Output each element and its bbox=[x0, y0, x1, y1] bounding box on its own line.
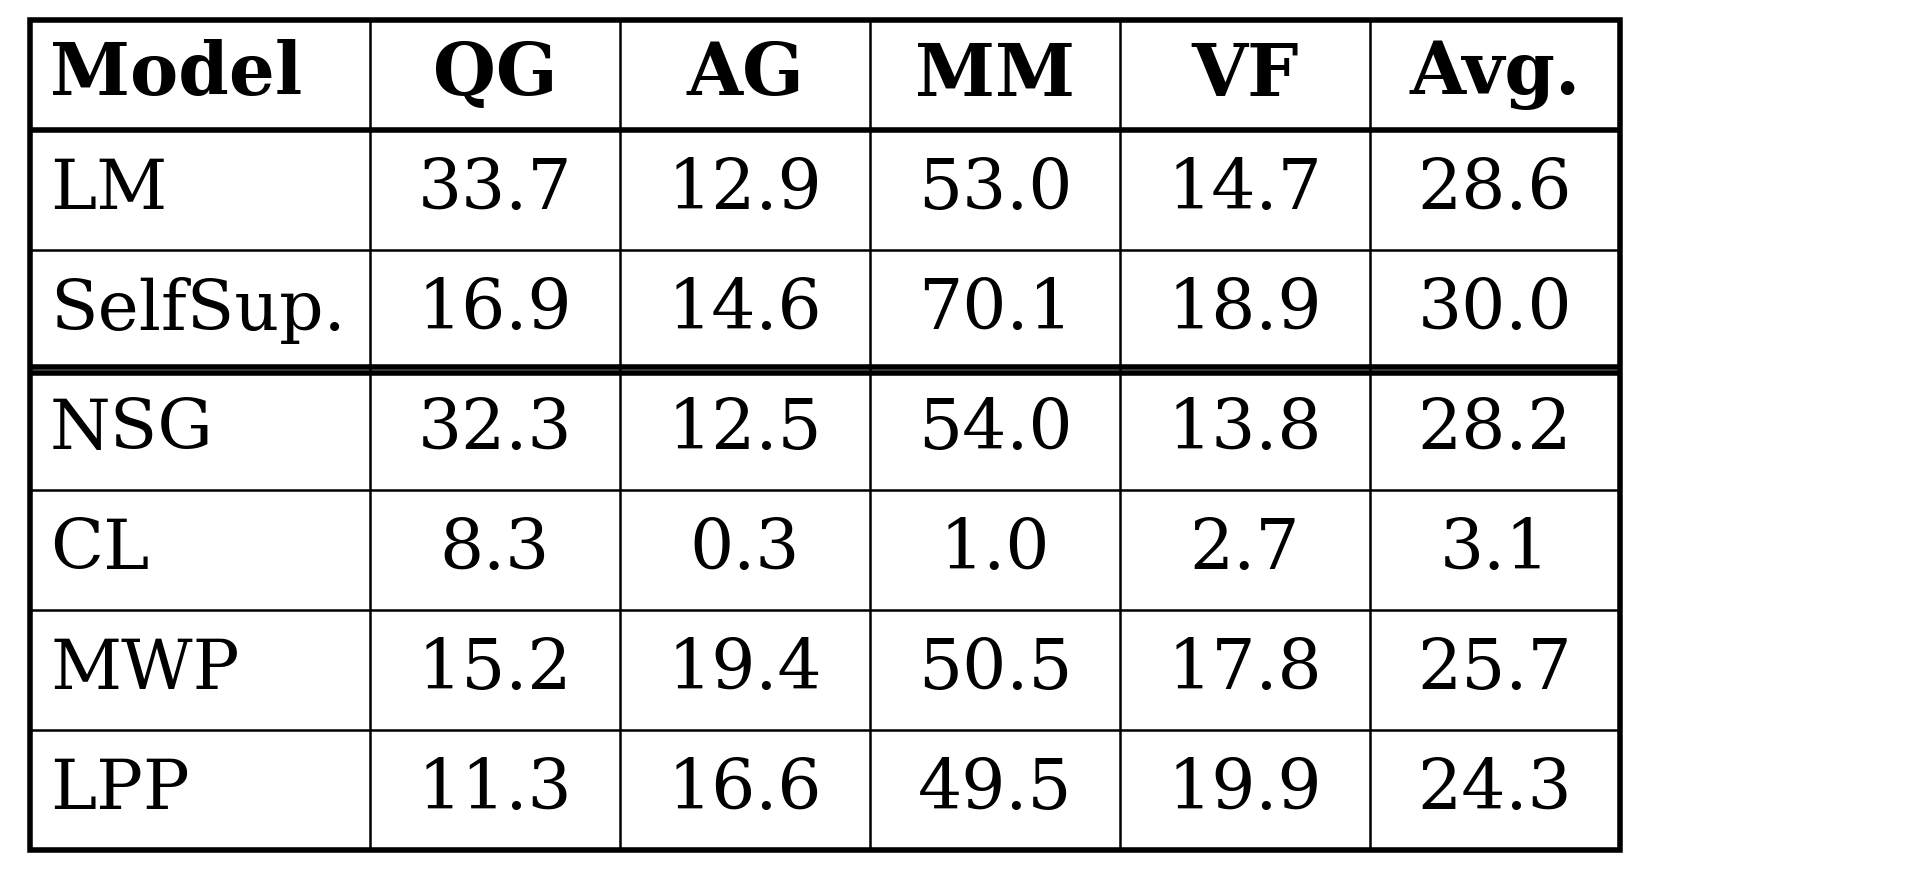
Text: VF: VF bbox=[1190, 39, 1298, 111]
Text: 14.6: 14.6 bbox=[668, 276, 822, 344]
Text: 33.7: 33.7 bbox=[419, 157, 572, 223]
Text: 12.9: 12.9 bbox=[668, 157, 822, 223]
Text: 28.2: 28.2 bbox=[1417, 397, 1572, 463]
Text: 54.0: 54.0 bbox=[918, 397, 1071, 463]
Text: 49.5: 49.5 bbox=[918, 757, 1071, 823]
Text: NSG: NSG bbox=[50, 397, 213, 463]
Text: 17.8: 17.8 bbox=[1167, 637, 1323, 703]
Text: 19.9: 19.9 bbox=[1167, 757, 1323, 823]
Text: AG: AG bbox=[685, 39, 804, 111]
Text: Avg.: Avg. bbox=[1409, 39, 1580, 111]
Text: Model: Model bbox=[50, 39, 301, 111]
Text: 15.2: 15.2 bbox=[419, 637, 572, 703]
Text: 12.5: 12.5 bbox=[668, 397, 822, 463]
Text: SelfSup.: SelfSup. bbox=[50, 276, 346, 344]
Text: LPP: LPP bbox=[50, 757, 190, 823]
Text: MWP: MWP bbox=[50, 637, 240, 703]
Text: 53.0: 53.0 bbox=[918, 157, 1071, 223]
Text: 19.4: 19.4 bbox=[668, 637, 822, 703]
Text: 18.9: 18.9 bbox=[1167, 276, 1323, 344]
Text: 11.3: 11.3 bbox=[419, 757, 572, 823]
Text: 1.0: 1.0 bbox=[939, 517, 1050, 583]
Text: MM: MM bbox=[916, 39, 1075, 111]
Text: CL: CL bbox=[50, 517, 150, 583]
Text: 32.3: 32.3 bbox=[419, 397, 572, 463]
Text: 2.7: 2.7 bbox=[1190, 517, 1300, 583]
Text: 0.3: 0.3 bbox=[689, 517, 801, 583]
Text: QG: QG bbox=[432, 39, 557, 111]
Text: 50.5: 50.5 bbox=[918, 637, 1071, 703]
Text: 8.3: 8.3 bbox=[440, 517, 551, 583]
Text: 16.9: 16.9 bbox=[419, 276, 572, 344]
Text: LM: LM bbox=[50, 157, 167, 223]
Text: 28.6: 28.6 bbox=[1417, 157, 1572, 223]
Text: 24.3: 24.3 bbox=[1417, 757, 1572, 823]
Bar bbox=[31, 20, 1620, 850]
Text: 14.7: 14.7 bbox=[1167, 157, 1323, 223]
Text: 30.0: 30.0 bbox=[1417, 276, 1572, 344]
Text: 25.7: 25.7 bbox=[1417, 637, 1572, 703]
Text: 13.8: 13.8 bbox=[1167, 397, 1323, 463]
Text: 16.6: 16.6 bbox=[668, 757, 822, 823]
Text: 70.1: 70.1 bbox=[918, 276, 1073, 344]
Text: 3.1: 3.1 bbox=[1440, 517, 1549, 583]
